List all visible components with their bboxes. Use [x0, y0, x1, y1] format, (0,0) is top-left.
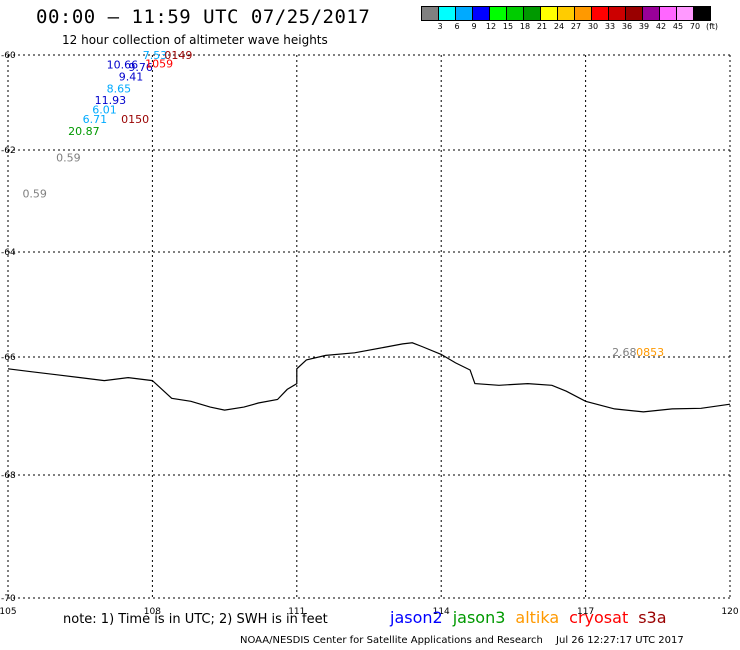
longitude-label: 111	[288, 607, 305, 617]
map-title: 00:00 – 11:59 UTC 07/25/2017	[36, 6, 371, 28]
scale-swatch	[438, 6, 456, 21]
latitude-label: -64	[1, 248, 16, 258]
satellite-legend: jason2 jason3 altika cryosat s3a	[390, 608, 677, 627]
footer-credit: NOAA/NESDIS Center for Satellite Applica…	[240, 635, 543, 646]
latitude-label: -66	[1, 353, 16, 363]
scale-swatch	[421, 6, 439, 21]
wave-height-label: 7.53	[143, 49, 168, 62]
scale-label: 70	[689, 22, 701, 31]
footer: NOAA/NESDIS Center for Satellite Applica…	[240, 635, 684, 646]
wave-height-label: 2.68	[612, 346, 637, 359]
scale-label: 27	[570, 22, 582, 31]
wave-height-label: 0853	[636, 346, 664, 359]
longitude-label: 120	[721, 607, 738, 617]
satellite-jason3: jason3	[452, 608, 506, 627]
latitude-label: -62	[1, 146, 16, 156]
latitude-label: -68	[1, 471, 16, 481]
map-subtitle: 12 hour collection of altimeter wave hei…	[62, 33, 328, 47]
wave-height-color-scale	[421, 6, 711, 21]
scale-label: 6	[454, 22, 460, 31]
wave-height-label: 6.01	[92, 104, 117, 117]
wave-height-label: 9.76	[128, 61, 153, 74]
wave-height-label: 0.59	[56, 152, 80, 165]
wave-height-label: 8.65	[107, 82, 132, 95]
scale-swatch	[540, 6, 558, 21]
scale-label: (ft)	[705, 22, 719, 31]
latitude-label: -70	[1, 594, 16, 604]
scale-swatch	[557, 6, 575, 21]
latitude-label: -60	[1, 51, 16, 61]
scale-swatch	[591, 6, 609, 21]
scale-label: 18	[519, 22, 531, 31]
wave-height-label: 10.66	[107, 59, 139, 72]
footer-timestamp: Jul 26 12:27:17 UTC 2017	[556, 635, 684, 646]
wave-height-label: 0149	[164, 49, 192, 62]
scale-swatch	[693, 6, 711, 21]
scale-swatch	[506, 6, 524, 21]
scale-label: 42	[655, 22, 667, 31]
longitude-label: 114	[433, 607, 450, 617]
graticule	[7, 54, 731, 599]
scale-label: 30	[587, 22, 599, 31]
longitude-label: 108	[144, 607, 161, 617]
scale-label: 45	[672, 22, 684, 31]
wave-height-label: 0150	[121, 113, 149, 126]
scale-label: 21	[536, 22, 548, 31]
axis-labels: -60 -62 -64 -66 -68 -70 105 108 111 114 117 120	[0, 51, 739, 617]
coastline	[7, 342, 731, 413]
antarctic-coastline	[7, 342, 731, 413]
scale-label: 36	[621, 22, 633, 31]
wave-height-label: 11.93	[95, 94, 127, 107]
longitude-label: 105	[0, 607, 17, 617]
scale-label: 15	[502, 22, 514, 31]
longitude-label: 117	[577, 607, 594, 617]
scale-label: 12	[485, 22, 497, 31]
wave-height-label: 6.71	[83, 113, 108, 126]
wave-height-label: 20.87	[68, 125, 100, 138]
satellite-altika: altika	[515, 608, 560, 627]
wave-height-label: 0.59	[22, 187, 47, 200]
wave-height-label: 1059	[145, 58, 173, 71]
scale-swatch	[489, 6, 507, 21]
scale-label: 9	[471, 22, 477, 31]
scale-swatch	[608, 6, 626, 21]
scale-label: 24	[553, 22, 565, 31]
units-note: note: 1) Time is in UTC; 2) SWH is in fe…	[63, 612, 328, 627]
scale-label: 33	[604, 22, 616, 31]
scale-swatch	[574, 6, 592, 21]
scale-swatch	[659, 6, 677, 21]
satellite-cryosat: cryosat	[569, 608, 629, 627]
scale-label: 39	[638, 22, 650, 31]
scale-swatch	[523, 6, 541, 21]
scale-swatch	[625, 6, 643, 21]
wave-height-label: 9.41	[119, 70, 144, 83]
scale-swatch	[472, 6, 490, 21]
satellite-s3a: s3a	[638, 608, 667, 627]
scale-swatch	[642, 6, 660, 21]
scale-swatch	[676, 6, 694, 21]
satellite-jason2: jason2	[390, 608, 443, 627]
scale-label: 3	[437, 22, 443, 31]
scale-swatch	[455, 6, 473, 21]
